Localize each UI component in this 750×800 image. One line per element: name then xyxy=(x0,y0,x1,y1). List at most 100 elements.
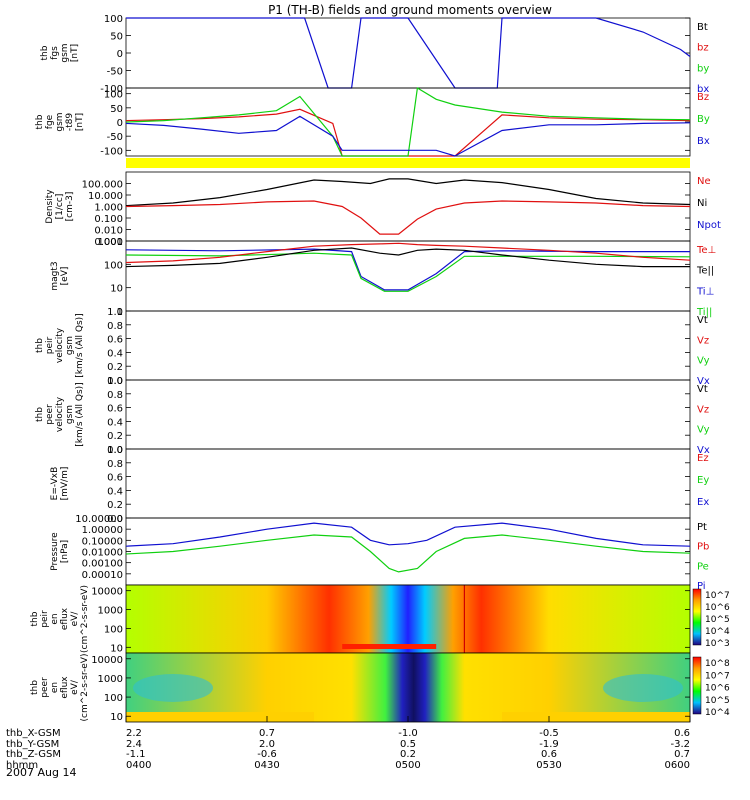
x-tick-label-z_gsm: -1.1 xyxy=(126,749,146,760)
series-Pi xyxy=(125,522,691,547)
panel-frame xyxy=(125,87,691,157)
series-Ni xyxy=(125,178,691,207)
colorbar-tick-label: 10^4 xyxy=(705,708,730,718)
panel-fgs: 100 50 0 -50 -100 thb fgs gsm [nT] Bt bz by bx xyxy=(40,14,709,95)
legend-Vy: Vy xyxy=(697,425,710,436)
panel-fge: 100 50 0 -50 -100 thb fge gsm -t89 [nT] Bz By Bx xyxy=(35,87,710,157)
legend-Bt: Bt xyxy=(697,22,708,33)
y-tick-label: 0.6 xyxy=(107,335,123,346)
legend-Ey: Ey xyxy=(697,475,709,486)
y-tick-label: 100 xyxy=(104,260,123,271)
y-axis-label: fge xyxy=(45,114,55,129)
series-Te|| xyxy=(125,247,690,268)
x-axis-row-label: thb_Z-GSM xyxy=(6,749,61,760)
x-axis-row-label: thb_X-GSM xyxy=(6,728,61,739)
y-tick-label: 0.8 xyxy=(107,459,123,470)
legend-Vz: Vz xyxy=(697,404,709,415)
y-tick-label: 10000 xyxy=(91,655,123,666)
heatmap-cyan-blob xyxy=(133,674,213,702)
x-tick-label-x_gsm: -1.0 xyxy=(398,728,418,739)
y-axis-label: thb xyxy=(30,611,40,626)
colorbar xyxy=(692,656,702,715)
x-tick-label-z_gsm: 0.7 xyxy=(674,749,690,760)
colorbar-tick-label: 10^5 xyxy=(705,696,730,706)
yellow-flag-bar xyxy=(126,158,690,168)
x-tick-label-x_gsm: 0.6 xyxy=(674,728,690,739)
legend-Ni: Ni xyxy=(697,198,707,209)
y-tick-label: 100 xyxy=(104,90,123,101)
y-tick-label: 10 xyxy=(110,284,123,295)
x-tick-label-time: 0430 xyxy=(254,760,279,771)
y-axis-label: Density xyxy=(45,189,55,224)
y-tick-label: -100 xyxy=(100,146,123,157)
y-axis-label: [1/cc] xyxy=(55,194,65,220)
y-tick-label: 0.00100 xyxy=(82,559,123,570)
colorbar-tick-label: 10^4 xyxy=(705,627,730,637)
series-Ti⊥ xyxy=(125,248,690,291)
x-tick-label-time: 0400 xyxy=(126,760,151,771)
y-tick-label: -50 xyxy=(107,67,123,78)
y-tick-label: 0 xyxy=(117,118,123,129)
y-tick-label: 0.0 xyxy=(107,514,123,525)
panel-density: 100.00010.0001.0000.1000.0100.001 Density… xyxy=(45,171,721,248)
x-tick-label-y_gsm: -1.9 xyxy=(539,739,559,750)
legend-Pe: Pe xyxy=(697,561,709,572)
series-Bx xyxy=(125,115,691,157)
x-axis-table: thb_X-GSMthb_Y-GSMthb_Z-GSMhhmm2.22.4-1.… xyxy=(6,716,691,771)
legend-Pt: Pt xyxy=(697,522,707,533)
panel-peer_eflux: 10^8 10^7 10^6 10^5 10^4 10000 1000 100 10 thb pee… xyxy=(30,652,730,723)
legend-Npot: Npot xyxy=(697,220,721,231)
y-tick-label: 0.001 xyxy=(94,237,123,248)
heatmap-cyan-blob xyxy=(603,674,683,702)
y-tick-label: 1.00000 xyxy=(82,525,123,536)
series-Te⊥ xyxy=(125,242,691,264)
x-tick-label-x_gsm: 0.7 xyxy=(259,728,275,739)
y-tick-label: 50 xyxy=(110,32,123,43)
y-axis-label: velocity xyxy=(55,327,65,363)
legend-Ne: Ne xyxy=(697,176,711,187)
panel-frame xyxy=(125,17,691,89)
legend-Ti⊥: Ti⊥ xyxy=(696,286,714,297)
heatmap-peer_eflux xyxy=(126,653,690,722)
y-tick-label: 0.10000 xyxy=(82,536,123,547)
heatmap-low-energy-band xyxy=(126,712,314,722)
legend-Bx: Bx xyxy=(697,136,710,147)
y-tick-label: 10000 xyxy=(91,587,123,598)
legend-Vx: Vx xyxy=(697,376,710,387)
legend-Ez: Ez xyxy=(697,453,709,464)
y-axis-label: gsm xyxy=(60,43,70,62)
y-axis-label: gsm xyxy=(65,336,75,355)
panel-peir_velocity: 1.0 0.8 0.6 0.4 0.2 0.0 thb peir velocity gsm [km/… xyxy=(35,307,710,387)
y-tick-label: 1000 xyxy=(98,674,123,685)
legend-Te⊥: Te⊥ xyxy=(696,245,716,256)
y-axis-label: (cm^2-s-sr-eV) xyxy=(80,585,90,653)
y-tick-label: 0.2 xyxy=(107,362,123,373)
legend-Ex: Ex xyxy=(697,497,709,508)
y-axis-label: thb xyxy=(35,407,45,422)
colorbar-tick-label: 10^7 xyxy=(705,591,730,601)
panel-efield: 1.0 0.8 0.6 0.4 0.2 0.0 E=-VxB [mV/m] Ez Ey Ex xyxy=(50,445,709,525)
x-tick-label-x_gsm: -0.5 xyxy=(539,728,559,739)
y-axis-label: gsm xyxy=(65,405,75,424)
x-tick-label-y_gsm: 2.4 xyxy=(126,739,142,750)
x-tick-label-y_gsm: 2.0 xyxy=(259,739,275,750)
legend-Vt: Vt xyxy=(697,315,708,326)
y-tick-label: 0.2 xyxy=(107,500,123,511)
series-Ti|| xyxy=(125,252,691,292)
y-axis-label: thb xyxy=(30,680,40,695)
y-tick-label: 1000 xyxy=(98,606,123,617)
x-tick-label-z_gsm: 0.2 xyxy=(400,749,416,760)
y-tick-label: 50 xyxy=(110,104,123,115)
series-By xyxy=(125,87,691,157)
y-axis-label: magt3 xyxy=(50,261,60,290)
colorbar-tick-label: 10^5 xyxy=(705,615,730,625)
y-tick-label: 0.6 xyxy=(107,473,123,484)
y-axis-label: [cm-3] xyxy=(65,192,75,222)
heatmap-low-energy-band xyxy=(502,712,690,722)
y-tick-label: 100.000 xyxy=(82,180,123,191)
panel-peer_velocity: 1.0 0.8 0.6 0.4 0.2 0.0 thb peer velocity gsm [km/… xyxy=(35,376,710,456)
x-axis-row-label: thb_Y-GSM xyxy=(6,739,59,750)
y-axis-label: Pressure xyxy=(50,532,60,571)
x-tick-label-time: 0600 xyxy=(665,760,690,771)
